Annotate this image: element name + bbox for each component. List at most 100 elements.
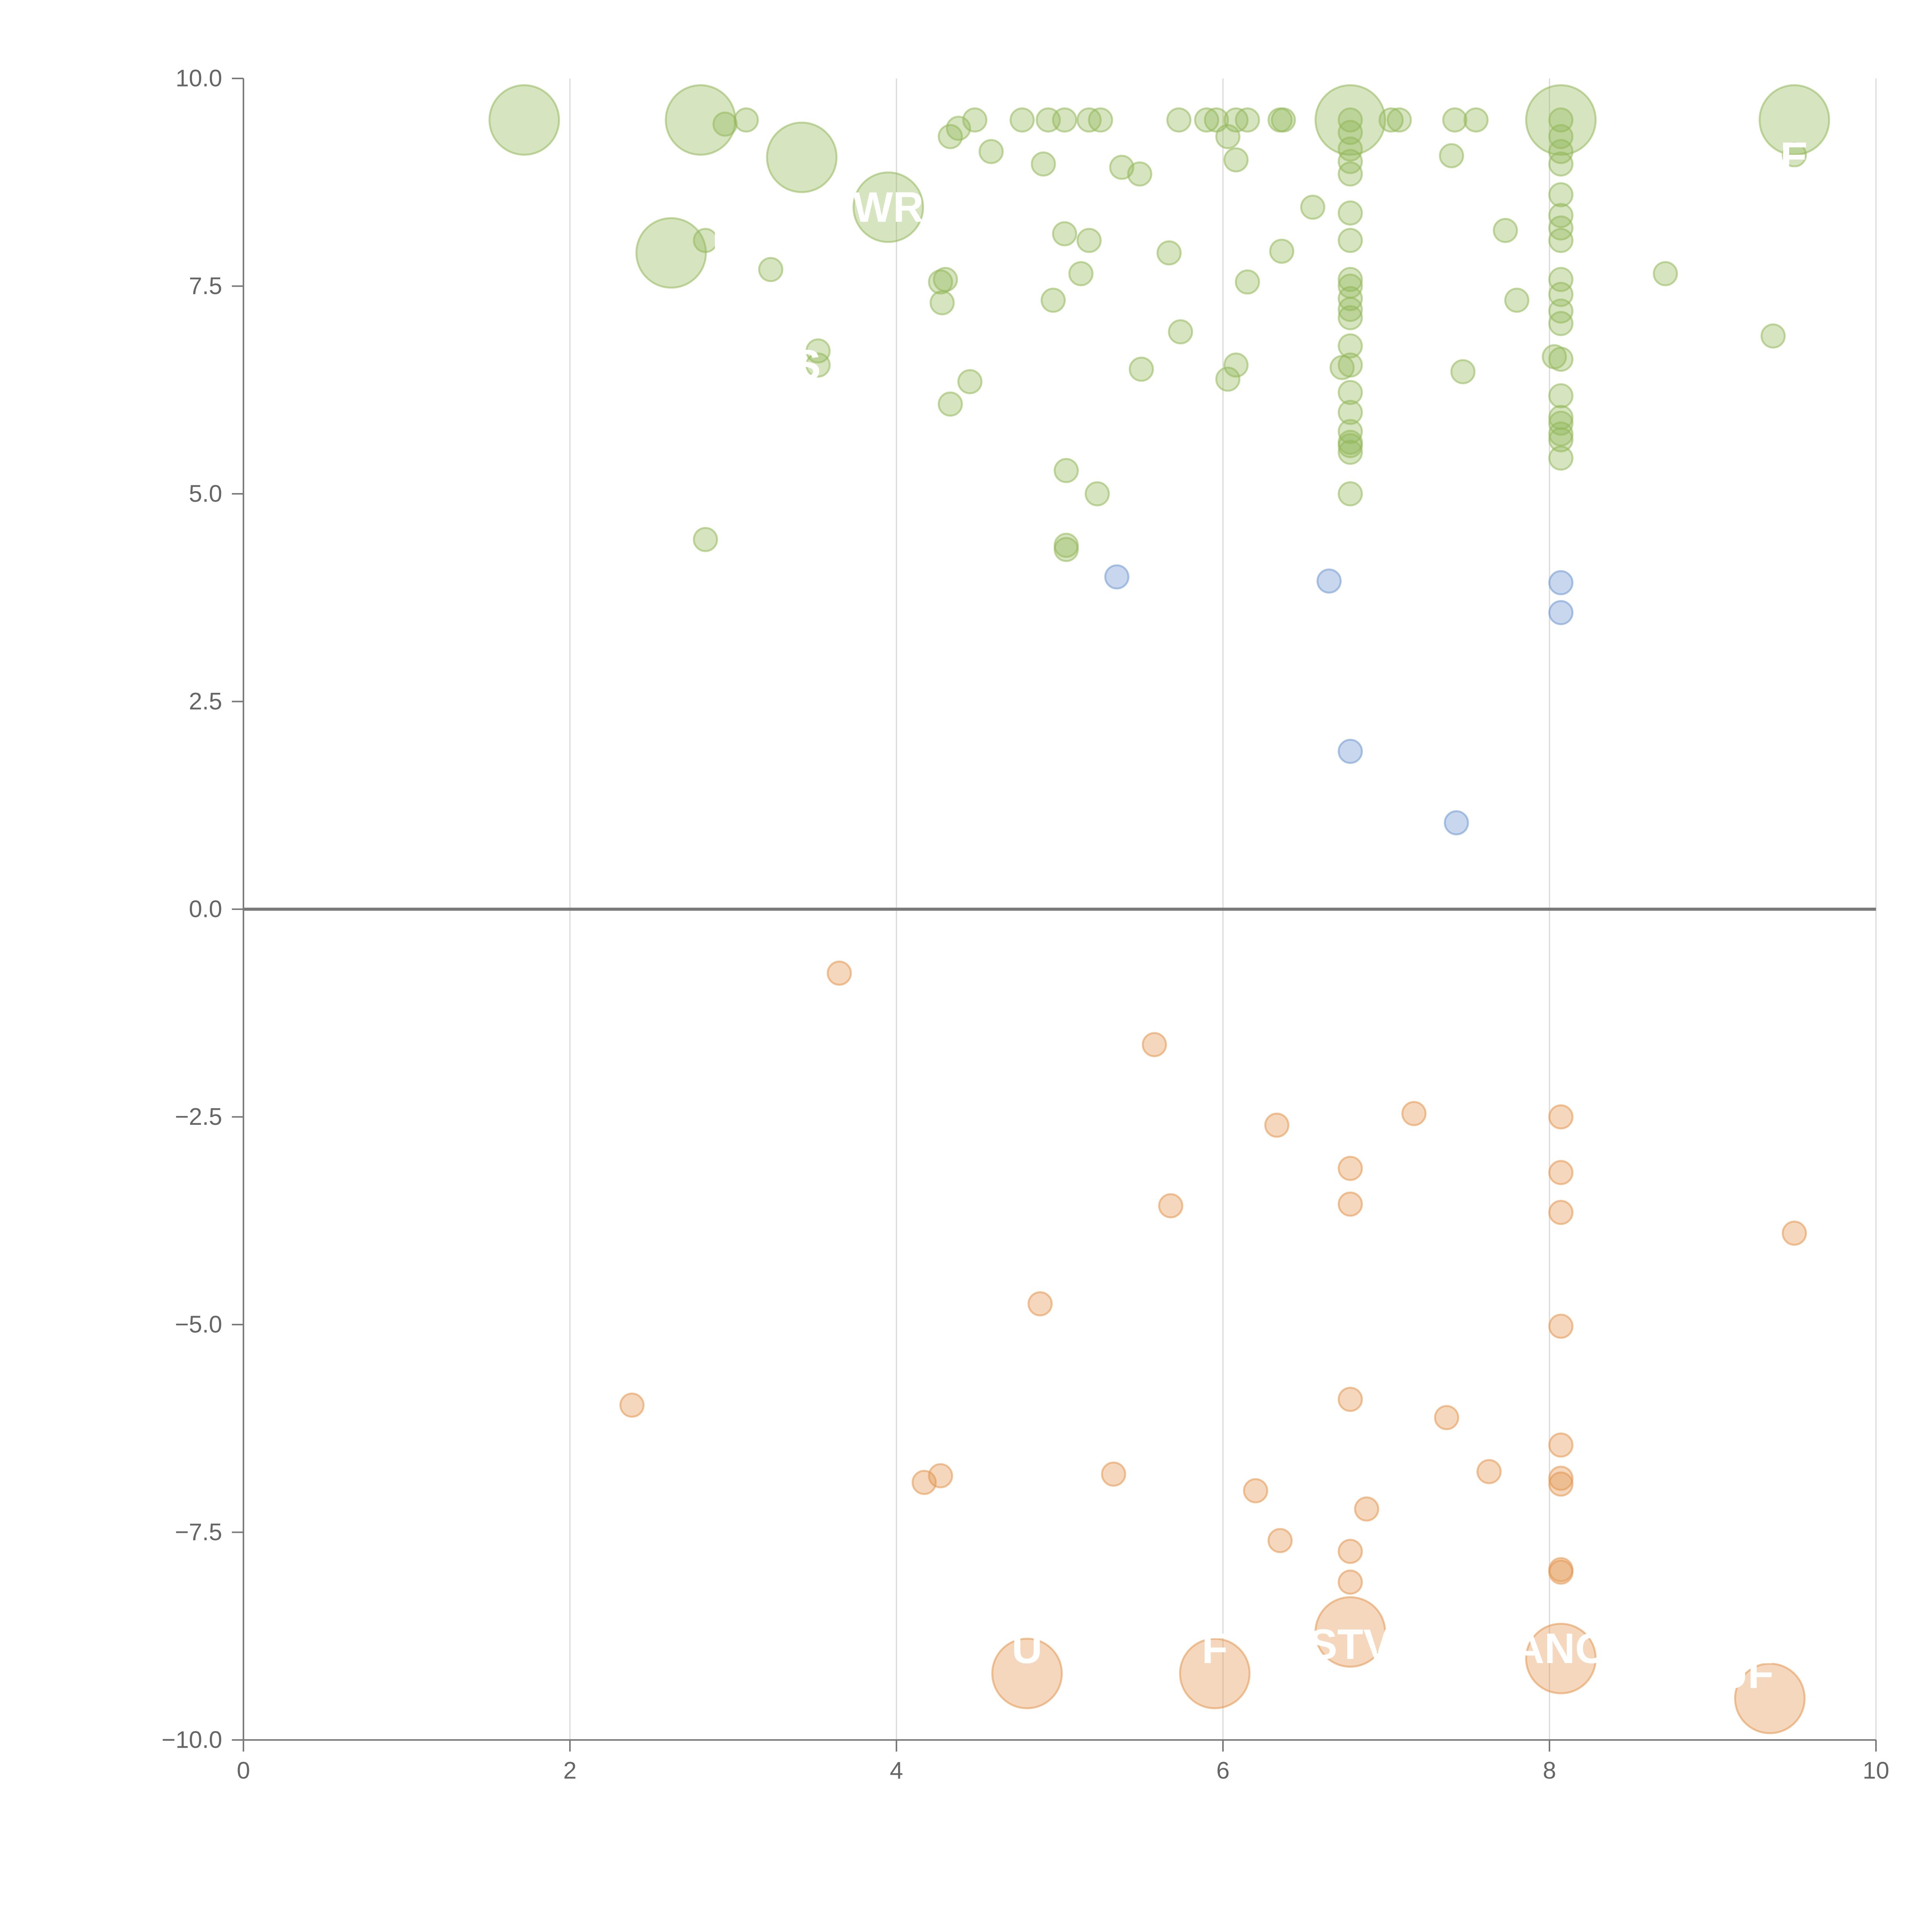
positive-bubble xyxy=(1077,228,1102,253)
negative-bubble xyxy=(991,1638,1063,1709)
positive-bubble xyxy=(1548,151,1574,177)
y-tick-label: −5.0 xyxy=(175,1311,222,1338)
neutral-bubble xyxy=(1316,568,1342,594)
positive-bubble xyxy=(933,267,958,292)
y-tick-label: 0.0 xyxy=(189,896,222,923)
positive-bubble xyxy=(1548,383,1574,408)
positive-bubble xyxy=(712,111,738,137)
positive-bubble xyxy=(1215,366,1241,392)
x-tick-label: 8 xyxy=(1543,1757,1556,1784)
positive-bubble xyxy=(1156,240,1182,265)
x-tick-label: 0 xyxy=(237,1757,250,1784)
positive-bubble xyxy=(766,121,838,193)
positive-bubble xyxy=(1223,147,1249,173)
positive-bubble xyxy=(805,338,831,364)
positive-bubble xyxy=(488,84,560,156)
positive-bubble xyxy=(1548,182,1574,207)
positive-bubble xyxy=(1548,311,1574,336)
positive-bubble xyxy=(1653,261,1678,286)
positive-bubble xyxy=(1760,323,1786,349)
positive-bubble xyxy=(1053,537,1079,562)
positive-bubble xyxy=(1127,161,1153,187)
neutral-bubble xyxy=(1548,600,1574,625)
positive-bubble xyxy=(1450,359,1476,384)
positive-bubble xyxy=(1759,84,1830,156)
positive-bubble xyxy=(1052,221,1077,247)
negative-bubble xyxy=(1243,1478,1268,1503)
x-tick-label: 6 xyxy=(1216,1757,1230,1784)
bubble-layer xyxy=(488,84,1830,1734)
positive-bubble xyxy=(1052,107,1077,133)
positive-bubble xyxy=(693,527,718,552)
positive-bubble xyxy=(1338,267,1363,292)
bubble-label: ANO xyxy=(1514,1625,1608,1672)
positive-bubble xyxy=(1338,297,1363,322)
negative-bubble xyxy=(1315,1596,1386,1668)
negative-bubble xyxy=(1158,1193,1184,1219)
negative-bubble xyxy=(1142,1032,1167,1057)
positive-bubble xyxy=(1504,287,1529,313)
positive-bubble xyxy=(635,217,707,289)
negative-bubble xyxy=(1548,1466,1574,1491)
negative-bubble xyxy=(1548,1160,1574,1185)
negative-bubble xyxy=(1338,1570,1363,1595)
negative-bubble xyxy=(928,1463,953,1488)
positive-bubble xyxy=(1129,357,1154,382)
positive-bubble xyxy=(962,107,988,133)
negative-bubble xyxy=(1179,1638,1251,1709)
positive-bubble xyxy=(1166,107,1192,133)
positive-bubble xyxy=(1009,107,1035,133)
positive-bubble xyxy=(1068,261,1094,286)
positive-bubble xyxy=(957,369,983,395)
axis-layer: 10.0 7.5 5.0 2.5 0.0 −2.5 −5.0 −7.5 −10.0 0 2 4 6 8 10 xyxy=(162,65,1889,1784)
negative-bubble xyxy=(1401,1101,1427,1126)
bubble-label: UF xyxy=(1717,1650,1774,1697)
y-tick-label: −10.0 xyxy=(162,1727,222,1753)
positive-bubble xyxy=(1041,287,1066,313)
positive-bubble xyxy=(1031,151,1056,177)
positive-bubble xyxy=(758,257,784,282)
positive-bubble xyxy=(1088,107,1113,133)
positive-bubble xyxy=(1168,319,1193,345)
y-tick-label: −2.5 xyxy=(175,1104,222,1130)
negative-bubble xyxy=(1338,1387,1363,1412)
positive-bubble xyxy=(978,139,1004,164)
negative-bubble xyxy=(1476,1459,1502,1485)
negative-bubble xyxy=(1548,1432,1574,1458)
positive-bubble xyxy=(1269,238,1294,264)
positive-bubble xyxy=(1548,446,1574,471)
positive-bubble xyxy=(1338,228,1363,253)
positive-bubble xyxy=(1463,107,1489,133)
positive-bubble xyxy=(1782,142,1807,168)
y-tick-label: −7.5 xyxy=(175,1519,222,1546)
positive-bubble xyxy=(1338,200,1363,226)
positive-bubble xyxy=(1338,333,1363,359)
positive-bubble xyxy=(1338,440,1363,465)
negative-bubble xyxy=(1264,1112,1289,1138)
positive-bubble xyxy=(1085,481,1110,507)
negative-bubble xyxy=(1525,1622,1597,1694)
positive-bubble xyxy=(1378,107,1404,133)
positive-bubble xyxy=(937,391,963,417)
negative-bubble xyxy=(619,1393,645,1418)
negative-bubble xyxy=(1548,1200,1574,1225)
bubble-label: E xyxy=(1780,134,1808,181)
positive-bubble xyxy=(852,171,924,243)
neutral-bubble xyxy=(1338,739,1363,764)
neutral-bubble xyxy=(1548,570,1574,595)
positive-bubble xyxy=(1053,458,1079,483)
bubble-label: STV xyxy=(1309,1621,1392,1668)
positive-bubble xyxy=(1338,433,1363,458)
negative-bubble xyxy=(1267,1528,1293,1553)
positive-bubble xyxy=(1548,347,1574,372)
x-tick-label: 10 xyxy=(1863,1757,1889,1784)
negative-bubble xyxy=(1782,1221,1807,1246)
bubble-label: F xyxy=(712,223,738,270)
bubble-label: WR xyxy=(853,184,923,231)
positive-bubble xyxy=(1223,352,1249,378)
negative-bubble xyxy=(1548,1104,1574,1129)
positive-bubble xyxy=(1338,400,1363,425)
positive-bubble xyxy=(693,228,718,253)
positive-bubble xyxy=(1338,352,1363,378)
